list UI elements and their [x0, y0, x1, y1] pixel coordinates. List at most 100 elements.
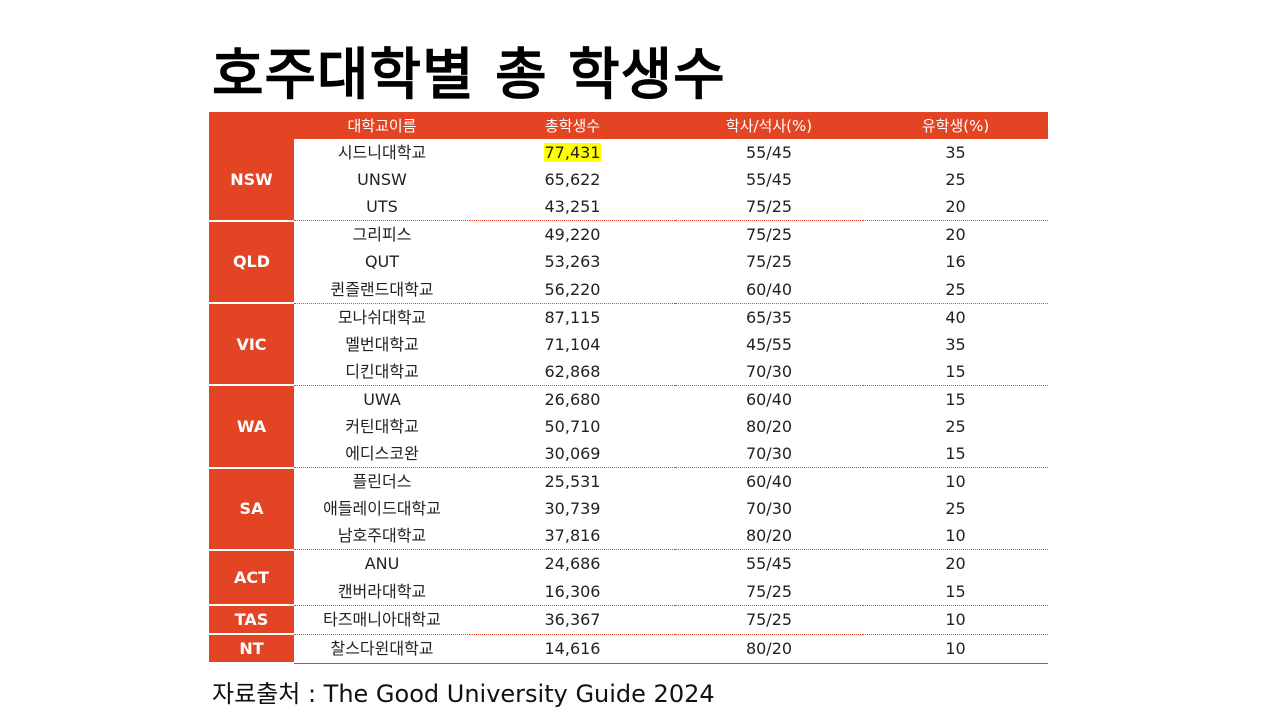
- ratio-cell: 80/20: [675, 522, 863, 551]
- university-name-cell: 그리피스: [352, 225, 412, 245]
- international-cell: 15: [863, 357, 1048, 386]
- table-row: WA UWA 26,680 60/40 15: [209, 385, 1048, 469]
- international-cell: 10: [863, 605, 1048, 635]
- table-row: 캔버라대학교 16,306 75/25 15: [209, 577, 1048, 606]
- total-students-cell: 24,686: [544, 554, 601, 574]
- university-name-cell: UTS: [294, 193, 470, 222]
- international-cell: 15: [863, 577, 1048, 606]
- ratio-cell: 70/30: [745, 499, 793, 519]
- university-name-cell: UNSW: [357, 170, 407, 190]
- state-cell: TAS: [209, 605, 294, 636]
- ratio-cell: 45/55: [745, 334, 793, 354]
- state-cell: SA: [209, 467, 294, 551]
- table-row: QUT 53,263 75/25 16: [209, 248, 1048, 275]
- table-row: 멜번대학교 71,104 45/55 35: [209, 331, 1048, 358]
- state-cell: NSW: [209, 139, 294, 222]
- table-row: 애들레이드대학교 30,739 70/30 25: [209, 495, 1048, 522]
- international-cell: 15: [945, 389, 966, 409]
- ratio-cell: 55/45: [745, 143, 793, 163]
- total-students-cell: 26,680: [544, 389, 601, 409]
- state-cell: VIC: [209, 303, 294, 387]
- university-name-cell: UWA: [363, 389, 401, 409]
- university-name-cell: 캔버라대학교: [294, 577, 470, 606]
- total-students-cell: 53,263: [544, 252, 601, 272]
- international-cell: 10: [863, 522, 1048, 551]
- university-name-cell: 퀸즐랜드대학교: [294, 275, 470, 304]
- table-row: VIC 모나쉬대학교 87,115 65/35 40: [209, 303, 1048, 387]
- international-cell: 20: [863, 193, 1048, 222]
- international-cell: 25: [945, 170, 966, 190]
- university-name-cell: 에디스코완: [294, 440, 470, 469]
- highlighted-value: 77,431: [543, 143, 602, 163]
- ratio-cell: 70/30: [675, 440, 863, 469]
- table-row: UTS 43,251 75/25 20: [209, 193, 1048, 222]
- total-students-cell: 56,220: [470, 275, 675, 304]
- source-note: 자료출처 : The Good University Guide 2024: [212, 680, 715, 708]
- table-row: NSW 시드니대학교 77,431 55/45 35: [209, 139, 1048, 222]
- table-row: 에디스코완 30,069 70/30 15: [209, 440, 1048, 469]
- ratio-cell: 65/35: [745, 307, 793, 327]
- table-body: NSW 시드니대학교 77,431 55/45 35 UNSW 65,622 55/45 25 U…: [209, 139, 1048, 665]
- header-total-students: 총학생수: [470, 112, 675, 139]
- international-cell: 20: [945, 225, 966, 245]
- state-cell: ACT: [209, 549, 294, 607]
- total-students-cell: 77,431: [470, 139, 675, 166]
- international-cell: 10: [945, 472, 966, 492]
- header-international-students: 유학생(%): [863, 112, 1048, 139]
- university-name-cell: 찰스다윈대학교: [294, 634, 470, 664]
- university-name-cell: 애들레이드대학교: [323, 499, 441, 519]
- international-cell: 15: [863, 440, 1048, 469]
- total-students-cell: 37,816: [470, 522, 675, 551]
- ratio-cell: 80/20: [675, 634, 863, 664]
- total-students-cell: 14,616: [470, 634, 675, 664]
- header-bachelor-master-ratio: 학사/석사(%): [675, 112, 863, 139]
- ratio-cell: 60/40: [675, 275, 863, 304]
- total-students-cell: 36,367: [470, 605, 675, 635]
- international-cell: 10: [863, 634, 1048, 664]
- table-row: 커틴대학교 50,710 80/20 25: [209, 413, 1048, 440]
- international-cell: 20: [945, 554, 966, 574]
- international-cell: 25: [863, 275, 1048, 304]
- university-name-cell: ANU: [364, 554, 400, 574]
- international-cell: 40: [945, 307, 966, 327]
- total-students-cell: 16,306: [470, 577, 675, 606]
- ratio-cell: 75/25: [675, 193, 863, 222]
- total-students-cell: 30,069: [470, 440, 675, 469]
- table-row: ACT ANU 24,686 55/45 20: [209, 549, 1048, 607]
- ratio-cell: 80/20: [745, 416, 793, 436]
- university-name-cell: 타즈매니아대학교: [294, 605, 470, 635]
- ratio-cell: 60/40: [745, 472, 793, 492]
- ratio-cell: 60/40: [745, 389, 793, 409]
- ratio-cell: 75/25: [675, 577, 863, 606]
- header-state: [209, 112, 294, 139]
- table-row: TAS 타즈매니아대학교 36,367 75/25 10: [209, 605, 1048, 636]
- table-row: UNSW 65,622 55/45 25: [209, 166, 1048, 193]
- international-cell: 16: [945, 252, 966, 272]
- ratio-cell: 75/25: [745, 225, 793, 245]
- table-row: NT 찰스다윈대학교 14,616 80/20 10: [209, 634, 1048, 665]
- ratio-cell: 55/45: [745, 170, 793, 190]
- international-cell: 35: [945, 334, 966, 354]
- total-students-cell: 25,531: [544, 472, 601, 492]
- university-name-cell: 플린더스: [352, 472, 412, 492]
- university-table: 대학교이름 총학생수 학사/석사(%) 유학생(%) NSW 시드니대학교 77,4…: [209, 112, 1048, 665]
- international-cell: 35: [945, 143, 966, 163]
- international-cell: 25: [945, 499, 966, 519]
- ratio-cell: 75/25: [675, 605, 863, 635]
- university-name-cell: 남호주대학교: [294, 522, 470, 551]
- ratio-cell: 70/30: [675, 357, 863, 386]
- ratio-cell: 75/25: [745, 252, 793, 272]
- table-row: 디킨대학교 62,868 70/30 15: [209, 357, 1048, 386]
- total-students-cell: 49,220: [544, 225, 601, 245]
- state-cell: QLD: [209, 220, 294, 305]
- table-row: 남호주대학교 37,816 80/20 10: [209, 522, 1048, 551]
- university-name-cell: QUT: [364, 252, 400, 272]
- table-header-row: 대학교이름 총학생수 학사/석사(%) 유학생(%): [209, 112, 1048, 139]
- total-students-cell: 50,710: [544, 416, 601, 436]
- ratio-cell: 55/45: [745, 554, 793, 574]
- university-name-cell: 디킨대학교: [294, 357, 470, 386]
- total-students-cell: 43,251: [470, 193, 675, 222]
- total-students-cell: 62,868: [470, 357, 675, 386]
- total-students-cell: 65,622: [544, 170, 601, 190]
- table-row: QLD 그리피스 49,220 75/25 20: [209, 220, 1048, 305]
